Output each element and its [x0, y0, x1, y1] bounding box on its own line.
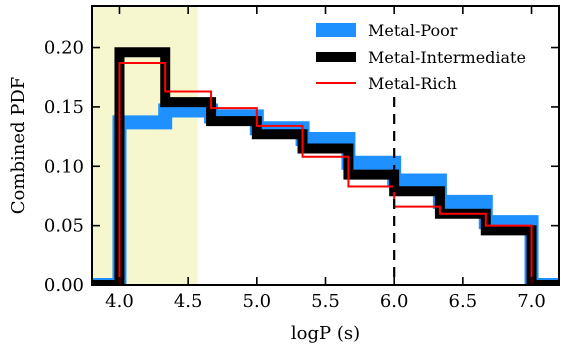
y-tick-label: 0.15: [44, 97, 84, 118]
legend-label: Metal-Poor: [368, 21, 458, 40]
legend-label: Metal-Intermediate: [368, 48, 526, 67]
x-tick-label: 7.0: [517, 291, 546, 312]
legend: Metal-Poor Metal-Intermediate Metal-Rich: [316, 21, 526, 93]
x-axis-label: logP (s): [291, 323, 360, 344]
series-line-metal-rich: [92, 61, 559, 285]
x-tick-label: 5.5: [311, 291, 340, 312]
x-tick-label: 6.5: [449, 291, 478, 312]
y-tick-label: 0.00: [44, 275, 84, 296]
legend-label: Metal-Rich: [368, 74, 457, 93]
y-tick-label: 0.05: [44, 216, 84, 237]
x-tick-label: 6.0: [380, 291, 409, 312]
y-tick-label: 0.20: [44, 38, 84, 59]
x-tick-label: 5.0: [243, 291, 272, 312]
y-tick-label: 0.10: [44, 156, 84, 177]
y-axis-label: Combined PDF: [8, 77, 29, 214]
x-tick-label: 4.0: [105, 291, 134, 312]
x-tick-label: 4.5: [174, 291, 203, 312]
